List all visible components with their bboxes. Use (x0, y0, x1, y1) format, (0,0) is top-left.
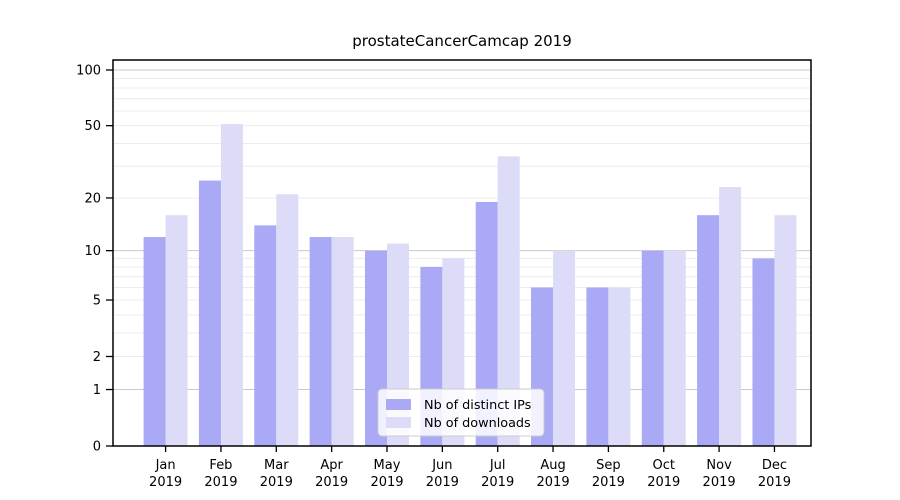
bar-distinct-ips-dec (752, 258, 775, 446)
legend: Nb of distinct IPs Nb of downloads (377, 388, 545, 437)
bar-downloads-jul (497, 156, 520, 446)
bar-downloads-nov (719, 187, 742, 447)
bar-downloads-mar (276, 194, 299, 446)
x-axis-tick-label-month: Apr (320, 458, 343, 473)
bar-distinct-ips-jan (143, 237, 166, 446)
x-axis-tick-label-month: Sep (596, 458, 621, 473)
y-axis-tick-label: 20 (84, 191, 101, 206)
legend-swatch-distinct-ips (386, 399, 411, 410)
x-axis-tick-label-month: Jun (431, 458, 452, 473)
legend-label: Nb of distinct IPs (424, 398, 532, 413)
x-axis-tick-label-year: 2019 (204, 475, 237, 490)
x-axis-tick-label-month: Nov (706, 458, 732, 473)
bar-distinct-ips-apr (309, 237, 332, 446)
x-axis-tick-label-month: Mar (264, 458, 289, 473)
bar-downloads-apr (331, 237, 354, 446)
x-axis-tick-label-year: 2019 (703, 475, 736, 490)
y-axis-tick-label: 2 (93, 350, 101, 365)
y-axis-tick-label: 0 (93, 440, 101, 455)
bar-downloads-jan (165, 215, 188, 446)
x-axis-tick-label-year: 2019 (537, 475, 570, 490)
x-axis-tick-label-year: 2019 (647, 475, 680, 490)
y-axis-tick-label: 1 (93, 383, 101, 398)
bar-distinct-ips-jul (475, 201, 498, 446)
plot-frame (112, 59, 812, 447)
y-axis-tick-label: 5 (93, 294, 101, 309)
bar-distinct-ips-oct (641, 250, 664, 446)
bar-distinct-ips-sep (586, 287, 609, 446)
bar-downloads-dec (774, 215, 797, 446)
x-axis-tick-label-year: 2019 (315, 475, 348, 490)
bar-distinct-ips-feb (198, 180, 221, 447)
x-axis-tick-label-year: 2019 (149, 475, 182, 490)
bar-downloads-sep (608, 287, 631, 446)
legend-label: Nb of downloads (424, 416, 531, 431)
x-axis-tick-label-month: Jul (489, 458, 506, 473)
y-axis-tick-label: 100 (76, 64, 101, 79)
bar-downloads-aug (553, 250, 576, 446)
x-axis-tick-label-month: Oct (653, 458, 675, 473)
x-axis-tick-label-month: Aug (540, 458, 565, 473)
bar-downloads-feb (220, 124, 243, 447)
x-axis-tick-label-month: May (374, 458, 401, 473)
x-axis-tick-label-year: 2019 (370, 475, 403, 490)
bar-downloads-oct (663, 250, 686, 446)
bar-distinct-ips-nov (697, 215, 720, 446)
bar-distinct-ips-mar (254, 225, 277, 446)
x-axis-tick-label-year: 2019 (592, 475, 625, 490)
x-axis-tick-label-year: 2019 (758, 475, 791, 490)
y-axis-tick-label: 10 (84, 244, 101, 259)
axes: 0 1 2 5 10 20 50 100 Jan 2019 Feb 2019 Mar 2019 Apr 201… (76, 59, 812, 490)
legend-swatch-downloads (386, 417, 411, 428)
y-axis-tick-label: 50 (84, 119, 101, 134)
x-axis-tick-label-month: Dec (762, 458, 787, 473)
x-axis-tick-label-year: 2019 (481, 475, 514, 490)
x-axis-tick-label-month: Jan (155, 458, 176, 473)
x-axis-tick-label-year: 2019 (260, 475, 293, 490)
x-axis-tick-label-year: 2019 (426, 475, 459, 490)
chart-title: prostateCancerCamcap 2019 (352, 32, 572, 50)
x-axis-tick-label-month: Feb (209, 458, 232, 473)
legend-box (377, 388, 545, 437)
